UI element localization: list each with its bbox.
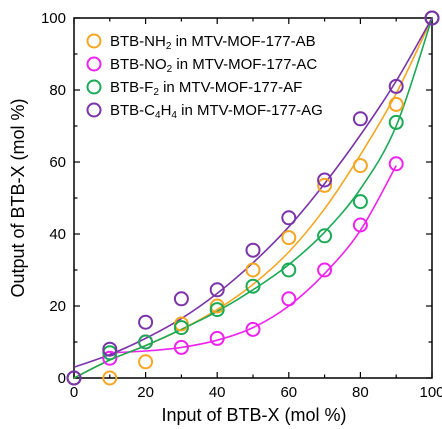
y-tick-label: 80 (49, 82, 66, 99)
y-tick-label: 40 (49, 226, 66, 243)
data-point-series-1 (352, 158, 368, 174)
data-point-series-4 (66, 370, 82, 386)
data-point-series-1 (317, 177, 333, 193)
data-point-series-4 (173, 291, 189, 307)
x-tick-label: 100 (419, 384, 442, 401)
data-point-series-1 (281, 230, 297, 246)
data-point-series-1 (388, 96, 404, 112)
y-axis-title: Output of BTB-X (mol %) (8, 98, 28, 297)
data-point-series-4 (317, 172, 333, 188)
data-point-series-2 (102, 350, 118, 366)
data-point-series-2 (245, 321, 261, 337)
data-point-series-3 (388, 114, 404, 130)
fit-curve-series-2 (109, 165, 397, 354)
y-tick-label: 100 (41, 10, 66, 27)
y-tick-label: 60 (49, 154, 66, 171)
data-point-series-4 (138, 314, 154, 330)
legend-label-series-2: BTB-NO2 in MTV-MOF-177-AC (110, 56, 317, 75)
y-tick-label: 20 (49, 298, 66, 315)
data-point-series-2 (209, 330, 225, 346)
data-point-series-3 (352, 194, 368, 210)
markers-layer (66, 10, 440, 386)
data-point-series-3 (245, 278, 261, 294)
legend-label-series-4: BTB-C4H4 in MTV-MOF-177-AG (110, 102, 323, 121)
data-point-series-3 (209, 302, 225, 318)
data-point-series-1 (138, 354, 154, 370)
legend-marker-series-3 (86, 79, 102, 95)
x-tick-label: 40 (209, 384, 226, 401)
data-point-series-4 (245, 242, 261, 258)
x-axis-title: Input of BTB-X (mol %) (161, 405, 346, 425)
data-point-series-3 (317, 228, 333, 244)
legend-label-series-3: BTB-F2 in MTV-MOF-177-AF (110, 79, 302, 98)
data-point-series-2 (388, 156, 404, 172)
fit-curve-series-3 (73, 17, 433, 379)
data-point-series-4 (388, 78, 404, 94)
data-point-series-2 (281, 291, 297, 307)
legend-marker-series-1 (86, 33, 102, 49)
data-point-series-4 (424, 10, 440, 26)
data-point-series-4 (102, 341, 118, 357)
data-point-series-4 (281, 210, 297, 226)
data-point-series-1 (245, 262, 261, 278)
x-tick-label: 80 (352, 384, 369, 401)
data-point-series-2 (317, 262, 333, 278)
data-point-series-1 (102, 370, 118, 386)
data-point-series-4 (352, 111, 368, 127)
data-point-series-3 (281, 262, 297, 278)
x-tick-label: 20 (137, 384, 154, 401)
data-point-series-3 (138, 334, 154, 350)
legend-label-series-1: BTB-NH2 in MTV-MOF-177-AB (110, 33, 316, 52)
data-point-series-2 (173, 339, 189, 355)
legend-marker-series-2 (86, 56, 102, 72)
axes-layer: 0 20 40 60 80 100 0 20 40 60 80 100 (41, 10, 442, 401)
legend-marker-series-4 (86, 102, 102, 118)
data-point-series-4 (209, 282, 225, 298)
y-tick-label: 0 (58, 370, 66, 387)
x-tick-label: 0 (70, 384, 78, 401)
legend: BTB-NH2 in MTV-MOF-177-AB BTB-NO2 in MTV-… (86, 33, 323, 121)
data-point-series-3 (173, 320, 189, 336)
data-point-series-2 (352, 217, 368, 233)
x-tick-label: 60 (280, 384, 297, 401)
